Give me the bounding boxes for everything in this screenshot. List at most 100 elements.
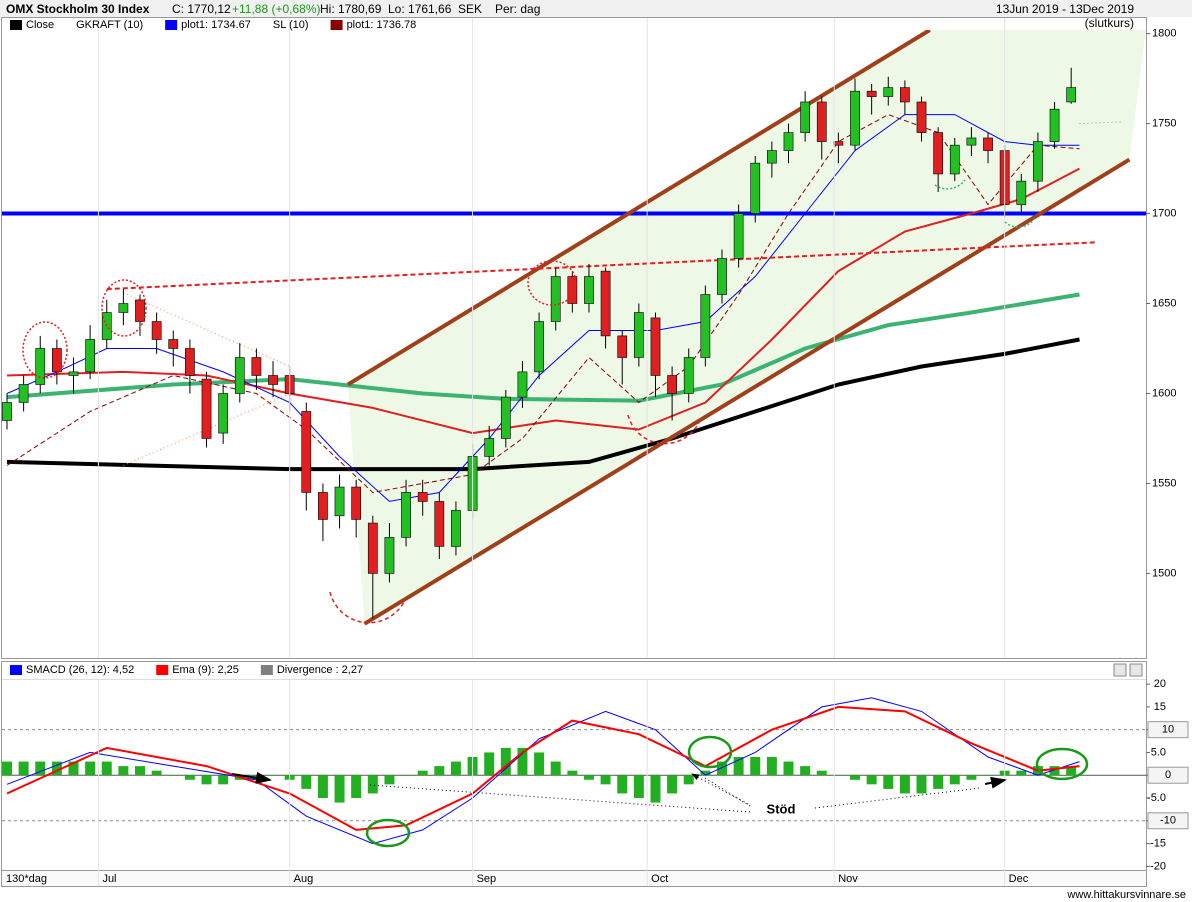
candle-body [2, 402, 12, 421]
circle-mark [687, 735, 733, 769]
divergence-bar [517, 747, 528, 776]
legend-label: GKRAFT (10) [76, 19, 143, 31]
divergence-bar [351, 775, 362, 799]
divergence-bar [600, 775, 611, 785]
candle-body [650, 317, 661, 376]
divergence-bar [201, 775, 212, 785]
divergence-bar [816, 770, 827, 776]
divergence-bar [883, 775, 894, 789]
legend-swatch [165, 20, 178, 30]
divergence-bar [567, 770, 578, 776]
candle-body [384, 537, 395, 574]
level-box [1147, 721, 1189, 739]
arc-mark [934, 179, 966, 190]
divergence-bar [717, 761, 727, 776]
annotations [22, 179, 1089, 848]
y-tick-label: -5.0 [1147, 792, 1166, 804]
divergence-bar [35, 761, 46, 776]
panel-button[interactable] [1129, 663, 1143, 677]
currency: SEK [458, 2, 482, 16]
arc-mark [329, 591, 406, 624]
circle-mark [1035, 747, 1089, 781]
candle-body [151, 321, 162, 340]
divergence-bar [101, 761, 112, 776]
channel-area [347, 30, 1146, 624]
divergence-bar [168, 775, 179, 776]
divergence-bar [151, 770, 162, 776]
candle-body [833, 141, 844, 146]
legend-swatch [10, 665, 22, 675]
arrow [231, 771, 272, 784]
divergence-bar [317, 775, 328, 799]
divergence-bar [218, 775, 229, 785]
divergence-bar [18, 761, 29, 776]
legend-label: Ema (9): 2,25 [172, 664, 239, 676]
y-tick-label: 1750 [1152, 117, 1176, 129]
candle-body [135, 299, 145, 322]
divergence-bar [766, 757, 777, 776]
divergence-bar [184, 775, 195, 780]
candle-body [185, 348, 195, 376]
divergence-bar [2, 761, 12, 776]
line [6, 167, 1080, 435]
candle-body [334, 486, 345, 517]
divergence-bar [617, 775, 628, 794]
candle-body [700, 294, 711, 358]
low-value: Lo: 1761,66 [388, 2, 452, 16]
divergence-bar [135, 766, 145, 776]
divergence-bar [334, 775, 345, 803]
x-tick-label: Dec [1009, 873, 1029, 885]
x-tick-label: Jul [102, 873, 116, 885]
x-tick-label: Nov [838, 873, 858, 885]
circle-mark [22, 321, 68, 379]
level-label: -10 [1160, 815, 1176, 827]
y-tick-label: 1700 [1152, 207, 1176, 219]
candle-body [633, 312, 644, 358]
divergence-bar [1016, 770, 1027, 776]
candle-body [717, 258, 727, 295]
candle-body [500, 396, 511, 439]
divergence-bar [1049, 766, 1060, 776]
candle-body [301, 411, 312, 493]
pointer-line [369, 784, 751, 813]
divergence-bar [1066, 766, 1077, 776]
divergence-bar [783, 761, 794, 776]
panel-button[interactable] [1113, 663, 1127, 677]
price-type: (slutkurs) [1085, 16, 1134, 30]
divergence-bar [833, 775, 844, 776]
divergence-bar [68, 761, 79, 776]
divergence-bar [850, 775, 860, 780]
candle-body [866, 90, 877, 97]
y-tick-label: 1600 [1152, 387, 1176, 399]
y-tick-label: 1650 [1152, 297, 1176, 309]
divergence-bar [933, 775, 944, 789]
candle-body [966, 137, 977, 146]
divergence-bar [916, 775, 927, 794]
candle-body [766, 150, 777, 164]
candle-body [584, 276, 594, 304]
source: www.hittakursvinnare.se [1066, 889, 1186, 901]
divergence-bar [384, 775, 395, 785]
level-box [1147, 766, 1189, 784]
change-value: +11,88 (+0,68%) [232, 2, 321, 16]
x-tick-label: Sep [477, 873, 497, 885]
candle-body [600, 270, 611, 337]
legend-swatch [10, 20, 22, 30]
candle-body [550, 276, 561, 322]
divergence-bar [633, 775, 644, 799]
candle-body [118, 303, 129, 313]
divergence-bar [434, 766, 445, 776]
divergence-bar [966, 775, 977, 780]
legend-label: plot1: 1736.78 [347, 19, 417, 31]
divergence-bar [866, 775, 877, 785]
legend-label: Divergence : 2,27 [277, 664, 363, 676]
line [6, 114, 1080, 494]
candle-body [351, 486, 362, 520]
legend-swatch [330, 20, 343, 30]
candle-body [1049, 108, 1060, 142]
candle-body [900, 87, 910, 103]
candle-body [800, 101, 811, 133]
candle-body [367, 522, 378, 574]
level-label: 0 [1165, 769, 1171, 781]
date-range: 13Jun 2019 - 13Dec 2019 [996, 2, 1134, 16]
